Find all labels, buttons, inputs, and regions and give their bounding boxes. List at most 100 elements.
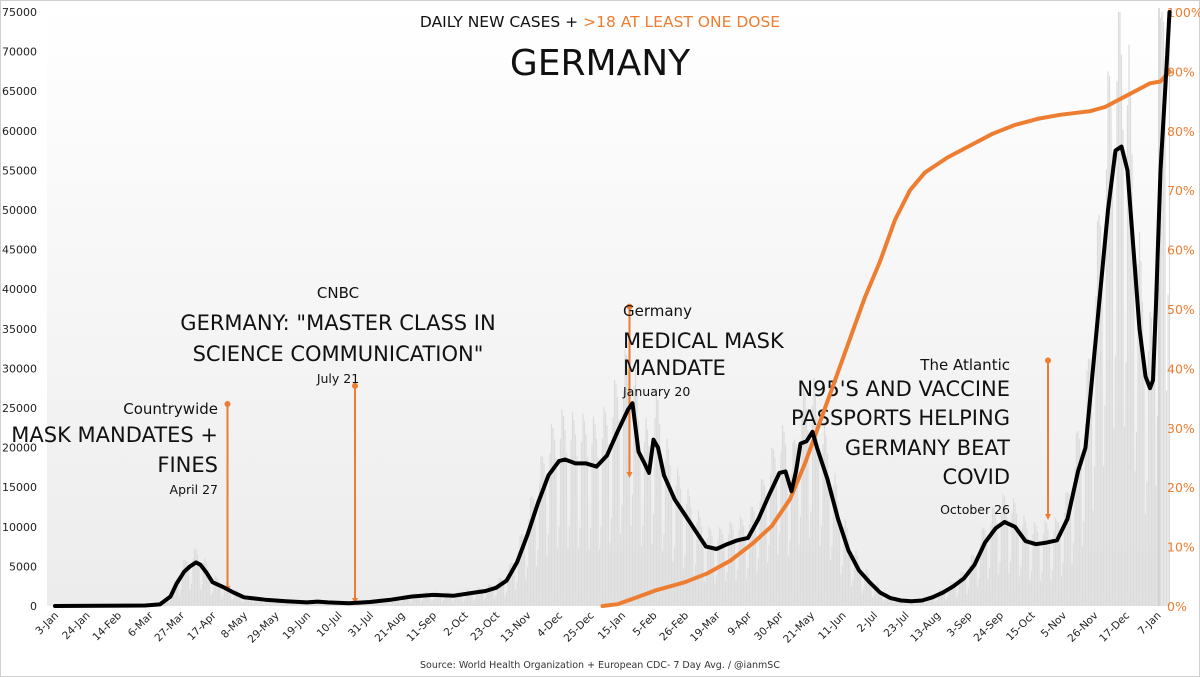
daily-bar xyxy=(177,580,179,606)
daily-bar xyxy=(273,603,275,606)
daily-bar xyxy=(204,558,206,606)
daily-bar xyxy=(682,568,685,606)
daily-bar xyxy=(222,595,224,606)
daily-bar xyxy=(381,599,383,606)
x-tick-label: 27-Mar xyxy=(152,609,187,644)
daily-bar xyxy=(822,444,824,606)
daily-bar xyxy=(394,596,397,606)
daily-bar xyxy=(448,593,451,606)
daily-bar xyxy=(759,501,761,606)
daily-bar xyxy=(265,598,268,606)
daily-bar xyxy=(864,572,866,606)
daily-bar xyxy=(1108,75,1111,607)
subtitle-part-vaccine: >18 AT LEAST ONE DOSE xyxy=(583,13,780,31)
daily-bar xyxy=(1155,485,1157,606)
daily-bar xyxy=(831,545,833,606)
daily-bar xyxy=(208,576,211,606)
daily-bar xyxy=(630,525,632,606)
daily-bar xyxy=(811,405,814,606)
daily-bar xyxy=(936,600,938,606)
daily-bar xyxy=(741,519,743,606)
daily-bar xyxy=(492,587,494,606)
daily-bar xyxy=(612,417,614,606)
daily-bar xyxy=(927,597,929,606)
daily-bar xyxy=(1102,466,1105,606)
daily-bar xyxy=(571,412,574,606)
daily-bar xyxy=(396,597,398,606)
daily-bar xyxy=(546,555,548,606)
daily-bar xyxy=(1098,214,1100,606)
daily-bar xyxy=(1044,520,1046,606)
daily-bar xyxy=(880,592,883,606)
daily-bar xyxy=(457,591,460,606)
daily-bar xyxy=(264,602,266,606)
daily-bar xyxy=(424,591,427,606)
annotation-source: CNBC xyxy=(317,284,359,302)
daily-bar xyxy=(484,597,487,606)
daily-bar xyxy=(411,600,413,606)
daily-bar xyxy=(502,581,505,606)
daily-bar xyxy=(640,546,643,606)
daily-bar xyxy=(757,558,760,606)
daily-bar xyxy=(568,526,571,606)
daily-bar xyxy=(480,588,482,606)
daily-bar xyxy=(975,559,977,606)
daily-bar xyxy=(892,603,895,606)
daily-bar xyxy=(466,589,469,606)
daily-bar xyxy=(793,439,796,606)
daily-bar xyxy=(775,472,778,606)
daily-bar xyxy=(1024,521,1027,606)
daily-bar xyxy=(763,485,766,606)
daily-bar xyxy=(1141,301,1144,606)
daily-bar xyxy=(1113,428,1115,606)
x-tick-label: 17-Apr xyxy=(185,609,219,643)
daily-bar xyxy=(1035,525,1037,606)
daily-bar xyxy=(433,593,436,606)
daily-bar xyxy=(661,550,664,606)
annotation-countrywide: Countrywide MASK MANDATES + FINES April 27 xyxy=(11,400,231,592)
daily-bar xyxy=(1120,54,1123,606)
annotation-cnbc: CNBC GERMANY: "MASTER CLASS IN SCIENCE COM… xyxy=(180,284,496,604)
daily-bar xyxy=(463,599,466,606)
daily-bar xyxy=(903,603,905,606)
daily-bar xyxy=(702,538,704,606)
daily-bar xyxy=(690,507,692,606)
daily-bar xyxy=(1002,494,1004,606)
y-tick-label-right: 0% xyxy=(1167,599,1187,614)
daily-bar xyxy=(748,524,751,606)
daily-bar xyxy=(259,597,262,606)
daily-bar xyxy=(858,563,860,606)
x-tick-label: 17-Dec xyxy=(1097,609,1132,644)
y-tick-label-right: 10% xyxy=(1167,540,1195,555)
daily-bar xyxy=(789,540,791,606)
annotation-headline: MEDICAL MASK xyxy=(623,329,785,353)
daily-bar xyxy=(565,452,568,606)
annotation-headline: PASSPORTS HELPING xyxy=(791,406,1010,430)
daily-bar xyxy=(817,444,820,606)
daily-bar xyxy=(585,434,587,606)
x-tick-label: 23-Jul xyxy=(882,610,912,640)
daily-bar xyxy=(573,419,575,606)
daily-bar xyxy=(378,604,380,606)
daily-bar xyxy=(1063,512,1066,606)
daily-bar xyxy=(526,566,529,606)
daily-bar xyxy=(715,574,718,606)
daily-bar xyxy=(696,522,698,606)
daily-bar xyxy=(981,529,983,606)
daily-bar xyxy=(997,574,1000,606)
daily-bar xyxy=(649,454,652,606)
daily-bar xyxy=(213,579,215,606)
daily-bar xyxy=(529,497,532,606)
daily-bar xyxy=(244,596,247,606)
daily-bar xyxy=(1156,415,1159,606)
daily-bar xyxy=(498,578,500,606)
daily-bar xyxy=(462,601,464,606)
daily-bar xyxy=(174,581,176,606)
daily-bar xyxy=(1039,581,1042,606)
daily-bar xyxy=(595,438,598,606)
daily-bar xyxy=(591,444,593,606)
y-tick-label-left: 65000 xyxy=(2,85,37,98)
daily-bar xyxy=(940,589,943,606)
daily-bar xyxy=(846,528,848,606)
daily-bar xyxy=(256,596,259,606)
